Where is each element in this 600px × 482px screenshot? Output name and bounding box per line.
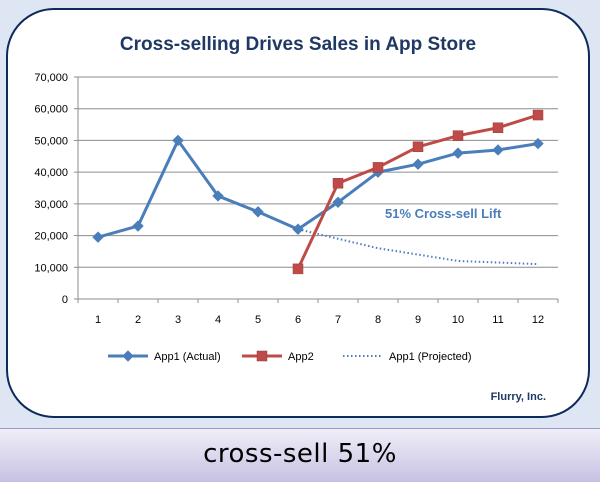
chart-title: Cross-selling Drives Sales in App Store xyxy=(120,34,476,55)
line-chart: Cross-selling Drives Sales in App Store … xyxy=(34,34,559,403)
data-point xyxy=(532,137,544,150)
y-tick-label: 0 xyxy=(62,294,68,306)
data-point xyxy=(332,196,344,208)
data-point xyxy=(292,263,304,275)
y-tick-label: 60,000 xyxy=(34,104,68,116)
data-point xyxy=(292,223,304,235)
x-tick-label: 5 xyxy=(255,314,261,326)
series-line-app1-projected xyxy=(297,228,539,266)
data-point xyxy=(332,177,344,189)
series-line-app1-actual xyxy=(97,138,539,239)
source-credit: Flurry, Inc. xyxy=(491,391,546,403)
data-point xyxy=(492,144,504,156)
x-tick-label: 11 xyxy=(492,314,503,326)
data-point xyxy=(452,147,464,159)
x-tick-label: 9 xyxy=(415,314,421,326)
x-tick-label: 10 xyxy=(452,314,464,326)
data-point xyxy=(212,190,224,202)
data-point xyxy=(132,220,144,232)
caption-band: cross-sell 51% xyxy=(0,428,600,482)
annotation-label: 51% Cross-sell Lift xyxy=(385,206,502,221)
x-tick-label: 3 xyxy=(175,314,181,326)
slide-caption: cross-sell 51% xyxy=(203,439,397,469)
legend-label: App2 xyxy=(288,351,314,363)
x-tick-label: 1 xyxy=(95,314,101,326)
data-point xyxy=(372,162,384,173)
legend: App1 (Actual) App2 App1 (Projected) xyxy=(108,350,472,363)
legend-marker xyxy=(122,350,134,362)
data-point xyxy=(492,122,504,133)
y-tick-label: 40,000 xyxy=(34,167,68,179)
data-point xyxy=(412,141,424,153)
x-tick-label: 7 xyxy=(335,314,341,326)
legend-label: App1 (Actual) xyxy=(154,351,221,363)
data-point xyxy=(532,109,544,121)
data-point xyxy=(412,158,424,170)
data-point xyxy=(92,231,104,243)
y-tick-label: 70,000 xyxy=(34,72,68,84)
y-tick-label: 20,000 xyxy=(34,231,68,243)
data-point xyxy=(452,130,464,141)
data-point xyxy=(172,134,184,147)
x-tick-label: 6 xyxy=(295,314,301,326)
y-tick-label: 50,000 xyxy=(34,135,68,147)
chart-card xyxy=(6,8,590,418)
legend-marker xyxy=(256,350,268,362)
x-tick-label: 8 xyxy=(375,314,381,326)
y-tick-label: 10,000 xyxy=(34,262,68,274)
x-tick-label: 12 xyxy=(532,314,544,326)
series-line-app2 xyxy=(296,113,539,270)
x-tick-label: 2 xyxy=(135,314,141,326)
data-point xyxy=(252,206,264,218)
x-tick-label: 4 xyxy=(215,314,221,326)
y-tick-label: 30,000 xyxy=(34,199,68,211)
legend-label: App1 (Projected) xyxy=(389,351,472,363)
